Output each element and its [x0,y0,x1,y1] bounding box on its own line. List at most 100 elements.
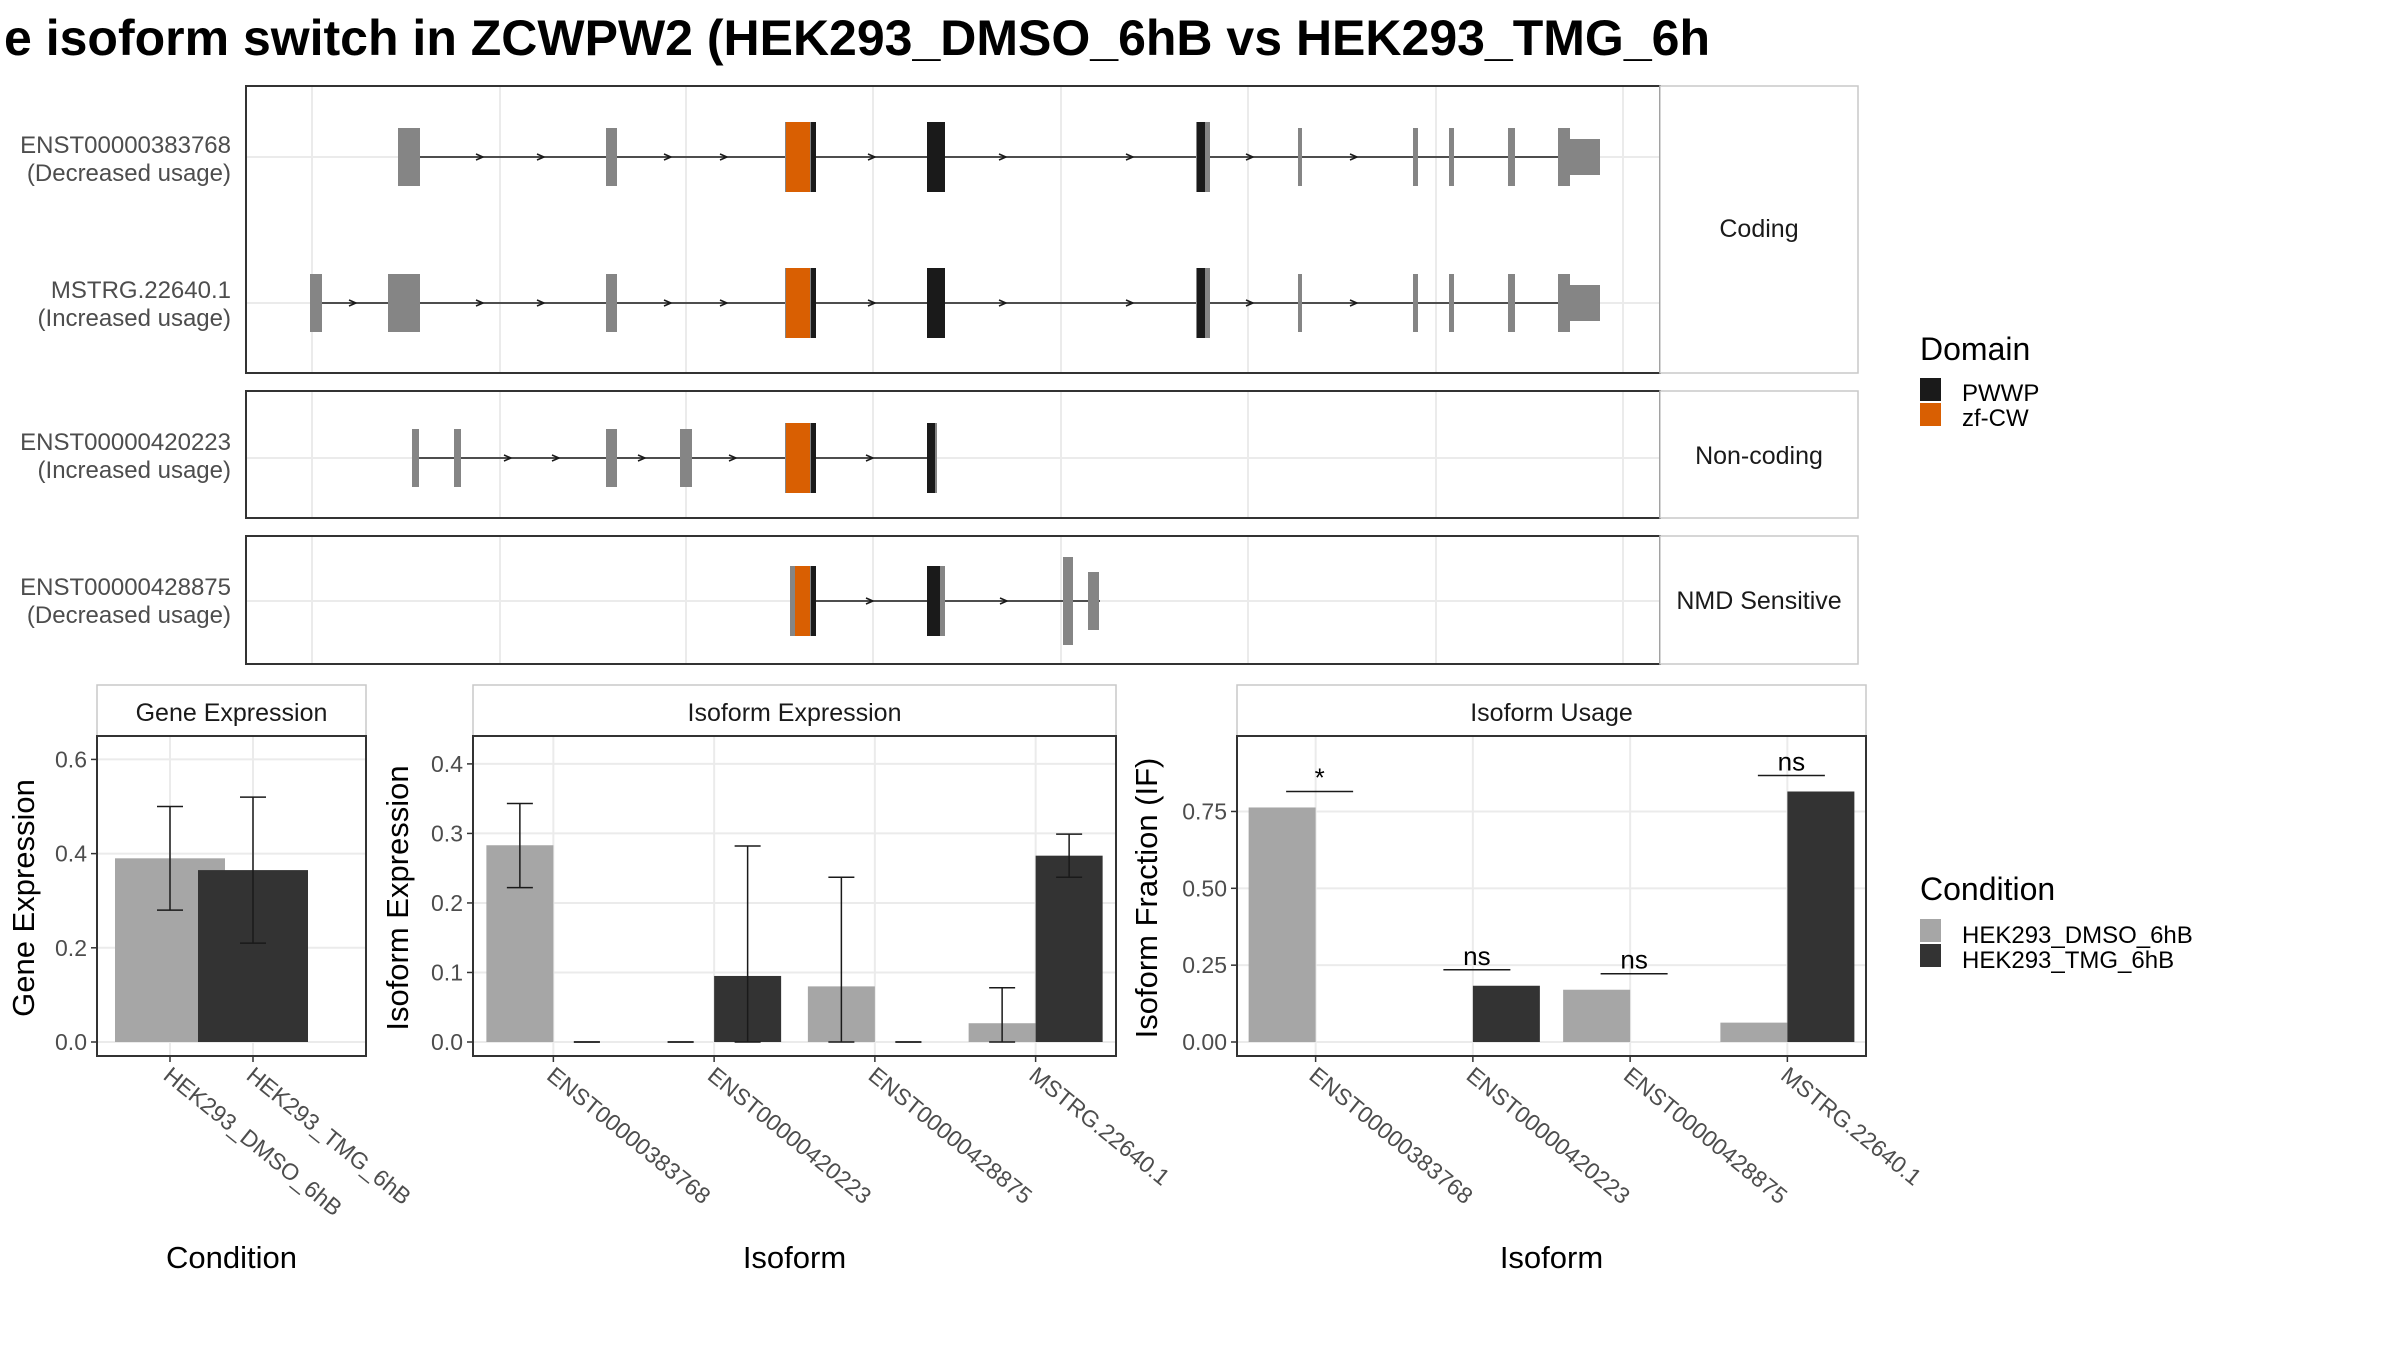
transcript-model [398,122,1600,192]
pwwp-domain [927,268,945,338]
y-tick-label: 0.3 [431,820,463,846]
y-tick-label: 0.4 [55,841,87,867]
panel-border [1236,735,1867,1057]
pwwp-domain [927,566,940,636]
panel-coding-label: Coding [1719,215,1798,243]
y-tick-label: 0.4 [431,751,463,777]
strand-arrow [999,597,1009,605]
chart-strip [472,684,1117,737]
chart-ylabel: Isoform Fraction (IF) [1129,758,1164,1039]
transcript-label-1: ENST00000383768 (Decreased usage) [20,132,231,187]
y-tick-label: 0.1 [431,959,463,985]
pwwp-domain [927,122,945,192]
pwwp-domain [811,423,816,493]
bar [1563,989,1631,1042]
strand-arrow [663,153,673,161]
transcript-label-2: MSTRG.22640.1 (Increased usage) [38,277,231,332]
transcript-usage: (Increased usage) [38,305,231,332]
bar [1035,855,1103,1042]
pwwp-domain [811,122,816,192]
isoform-usage-chart: Isoform Usage Isoform Isoform Fraction (… [1129,684,1927,1275]
domain-legend: Domain PWWP zf-CW [1920,331,2039,432]
transcript-label-3: ENST00000420223 (Increased usage) [20,429,231,484]
bar [1472,985,1540,1042]
structure-grid [246,86,1660,664]
chart-title: Isoform Usage [1470,699,1633,727]
zfcw-legend-label: zf-CW [1962,405,2029,432]
strand-arrow [998,299,1008,307]
strand-arrow [867,299,877,307]
strand-arrow [663,299,673,307]
strand-arrow [865,597,875,605]
y-tick-label: 0.75 [1182,798,1227,824]
bar [1720,1022,1788,1042]
exon [1413,128,1418,186]
exon [606,429,617,487]
chart-title: Isoform Expression [688,699,902,727]
strand-arrow [1125,153,1135,161]
condition-legend-title: Condition [1920,871,2055,907]
exon [1413,274,1418,332]
exon [1298,274,1302,332]
pwwp-legend-key [1920,378,1941,401]
exon [1063,557,1073,645]
domain-legend-title: Domain [1920,331,2030,367]
tmg-legend-key [1920,944,1941,967]
zfcw-domain [786,122,795,192]
significance-label: ns [1778,746,1805,776]
transcript-id: MSTRG.22640.1 [51,277,231,304]
significance-label: ns [1620,945,1647,975]
significance-label: * [1315,762,1325,792]
chart-ylabel: Isoform Expression [380,765,415,1030]
exon [606,274,617,332]
exon [398,128,420,186]
zfcw-domain [786,423,795,493]
transcript-usage: (Decreased usage) [27,602,231,629]
panel-border [472,735,1117,1057]
pwwp-domain [811,566,816,636]
panel-coding-frame [245,85,1661,374]
exon [1565,139,1600,175]
x-tick-label: ENST00000383768 [1304,1062,1477,1209]
transcript-label-4: ENST00000428875 (Decreased usage) [20,574,231,629]
panel-nmd-strip [1659,535,1859,665]
pwwp-legend-label: PWWP [1962,380,2039,407]
transcript-model [790,557,1100,645]
y-tick-label: 0.6 [55,746,87,772]
exon [1449,274,1454,332]
chart-xlabel: Isoform [743,1240,846,1275]
y-tick-label: 0.2 [431,890,463,916]
y-tick-label: 0.2 [55,935,87,961]
transcript-structure-plot: Coding Non-coding NMD Sensitive ENST0000… [20,85,1859,665]
strand-arrow [348,299,358,307]
dmso-legend-label: HEK293_DMSO_6hB [1962,922,2193,949]
zfcw-domain [795,566,810,636]
plot-area [1237,736,1866,1056]
chart-title: Gene Expression [136,699,328,727]
x-tick-label: ENST00000383768 [542,1062,715,1209]
pwwp-domain [1197,268,1205,338]
pwwp-domain [811,268,816,338]
chart-ylabel: Gene Expression [6,779,41,1017]
strand-arrow [1349,299,1359,307]
tmg-legend-label: HEK293_TMG_6hB [1962,947,2174,974]
x-tick-label: ENST00000420223 [1462,1062,1635,1209]
zfcw-domain [795,423,810,493]
isoform-expression-chart: Isoform Expression Isoform Isoform Expre… [380,684,1175,1275]
panel-noncoding-label: Non-coding [1695,442,1823,470]
transcript-id: ENST00000428875 [20,574,231,601]
plot-area [473,736,1116,1056]
strand-arrow [867,153,877,161]
exon [1449,128,1454,186]
panel-nmd-label: NMD Sensitive [1676,587,1841,615]
pwwp-domain [927,423,935,493]
exon [1565,285,1600,321]
gene-expression-chart: Gene Expression Condition Gene Expressio… [6,684,416,1275]
y-tick-label: 0.0 [55,1029,87,1055]
chart-xlabel: Isoform [1500,1240,1603,1275]
strand-arrow [728,454,738,462]
transcript-model [310,268,1600,338]
transcript-model [412,423,937,493]
exon [1298,128,1302,186]
